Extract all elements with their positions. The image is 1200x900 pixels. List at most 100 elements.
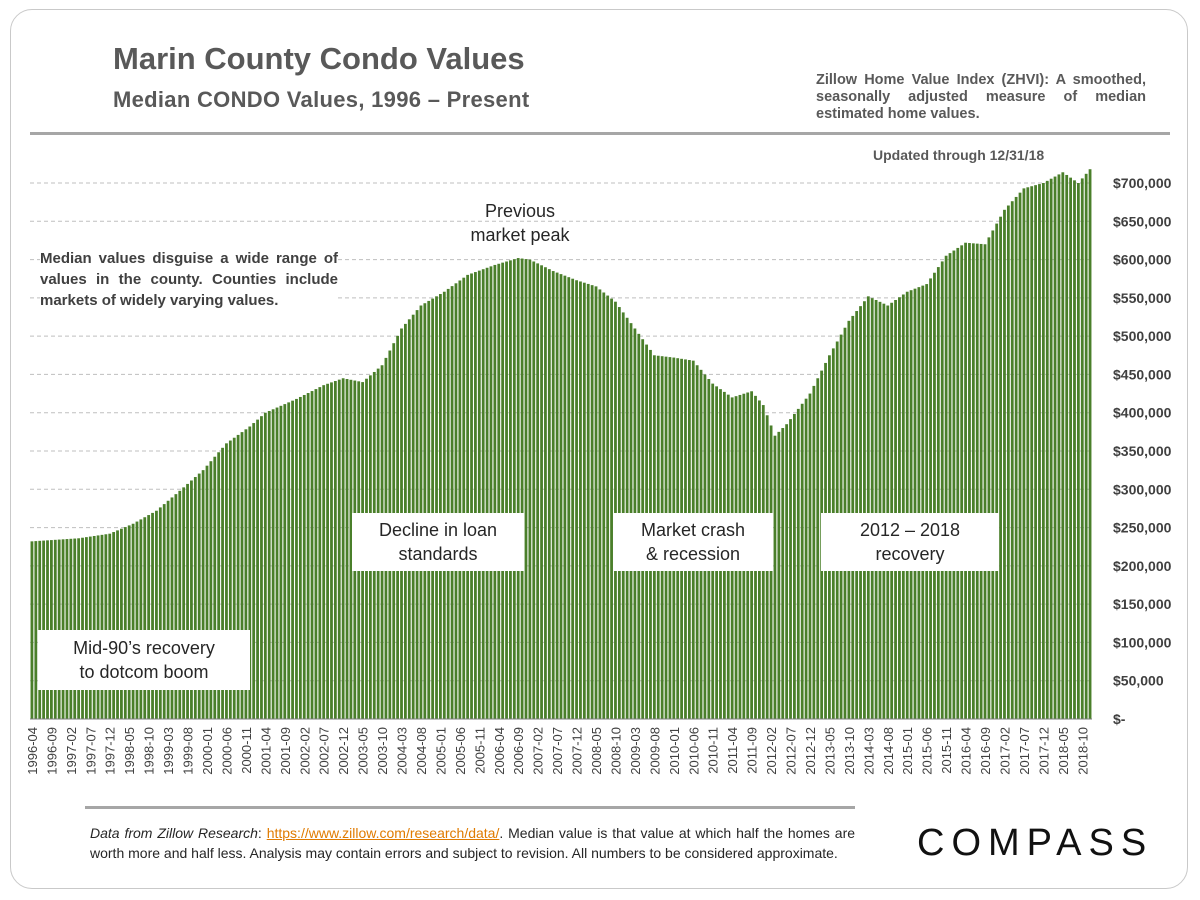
- bar: [50, 540, 53, 719]
- bar: [547, 269, 551, 719]
- bar: [333, 381, 337, 719]
- bar: [917, 287, 921, 719]
- bar: [936, 267, 940, 719]
- bar: [1038, 184, 1041, 719]
- bar: [314, 389, 318, 719]
- x-tick-label: 2004-03: [395, 727, 410, 775]
- bar: [439, 294, 442, 719]
- annotation-market-crash: Market crash & recession: [613, 513, 773, 571]
- bar: [225, 443, 228, 719]
- bar: [92, 535, 96, 719]
- bar: [345, 379, 349, 719]
- bar: [528, 259, 532, 719]
- bar: [46, 540, 49, 719]
- bar: [1053, 176, 1057, 719]
- bar: [283, 404, 287, 719]
- bar: [968, 243, 971, 719]
- x-tick-label: 2004-08: [414, 727, 429, 775]
- bar: [143, 517, 147, 719]
- x-tick-label: 1999-08: [181, 727, 196, 775]
- x-tick-label: 2017-12: [1036, 727, 1051, 775]
- bar: [267, 410, 271, 719]
- footer-source-label: Data from Zillow Research: [90, 825, 258, 841]
- bar: [201, 470, 205, 719]
- bar: [466, 274, 470, 719]
- bar: [999, 216, 1002, 719]
- chart-title: Marin County Condo Values: [113, 41, 525, 76]
- x-tick-label: 1996-09: [44, 727, 59, 775]
- bar: [979, 243, 983, 719]
- bar: [337, 379, 341, 719]
- x-tick-label: 2012-12: [803, 727, 818, 775]
- x-tick-label: 2015-06: [920, 727, 935, 775]
- x-tick-label: 2010-11: [706, 727, 721, 774]
- bar: [178, 490, 182, 719]
- bar: [123, 527, 127, 719]
- bar: [419, 305, 423, 719]
- x-tick-label: 2006-04: [492, 727, 507, 775]
- bar: [228, 440, 232, 719]
- bar: [800, 403, 804, 719]
- x-tick-label: 1998-05: [122, 727, 137, 775]
- x-tick-label: 2012-07: [784, 727, 799, 775]
- bar: [162, 504, 166, 719]
- bar: [863, 301, 866, 719]
- bar: [505, 261, 508, 719]
- bar: [302, 394, 306, 719]
- bar: [1069, 177, 1072, 719]
- zillow-research-link[interactable]: https://www.zillow.com/research/data/: [266, 825, 500, 841]
- bar: [1061, 172, 1065, 719]
- bar: [298, 396, 302, 719]
- bar: [155, 510, 158, 719]
- x-tick-label: 1997-07: [83, 727, 98, 775]
- x-tick-label: 1999-03: [161, 727, 176, 775]
- bar: [322, 385, 326, 719]
- bar: [898, 297, 901, 719]
- footer-divider: [85, 806, 855, 809]
- bar: [1034, 185, 1037, 719]
- bar: [295, 398, 298, 719]
- bar: [287, 402, 291, 719]
- bar: [310, 391, 314, 719]
- x-tick-label: 2007-07: [550, 727, 565, 775]
- bar: [1057, 174, 1061, 720]
- bar: [1022, 188, 1026, 720]
- bar: [808, 393, 812, 719]
- bar: [960, 245, 964, 719]
- bar: [147, 515, 151, 719]
- bar: [512, 259, 516, 719]
- header-divider: [30, 132, 1170, 135]
- bar: [135, 521, 139, 719]
- bar: [544, 267, 547, 719]
- updated-note: Updated through 12/31/18: [873, 147, 1045, 163]
- x-tick-label: 2009-03: [628, 727, 643, 775]
- y-tick-label: $350,000: [1113, 443, 1172, 459]
- bar: [57, 539, 61, 719]
- x-tick-label: 2008-10: [608, 727, 623, 775]
- bar: [96, 535, 100, 719]
- bar: [174, 494, 178, 719]
- bar: [481, 269, 485, 719]
- bar: [275, 407, 279, 719]
- bar: [1041, 183, 1045, 719]
- bar: [921, 285, 925, 719]
- x-tick-label: 2016-04: [959, 727, 974, 775]
- bar: [435, 296, 438, 719]
- bar: [940, 261, 944, 719]
- y-tick-label: $550,000: [1113, 290, 1172, 306]
- bar: [1073, 180, 1076, 719]
- y-tick-label: $200,000: [1113, 558, 1172, 574]
- bar: [1049, 178, 1053, 719]
- x-tick-label: 2012-02: [764, 727, 779, 775]
- bar: [279, 405, 283, 719]
- bar: [497, 263, 501, 719]
- bar: [602, 292, 606, 719]
- x-tick-label: 2003-05: [356, 727, 371, 775]
- bar: [874, 300, 878, 719]
- x-tick-label: 2010-01: [667, 727, 682, 775]
- bar: [166, 500, 170, 719]
- bar: [182, 487, 186, 719]
- bar: [454, 283, 458, 719]
- bar: [964, 242, 967, 720]
- bar: [501, 262, 505, 719]
